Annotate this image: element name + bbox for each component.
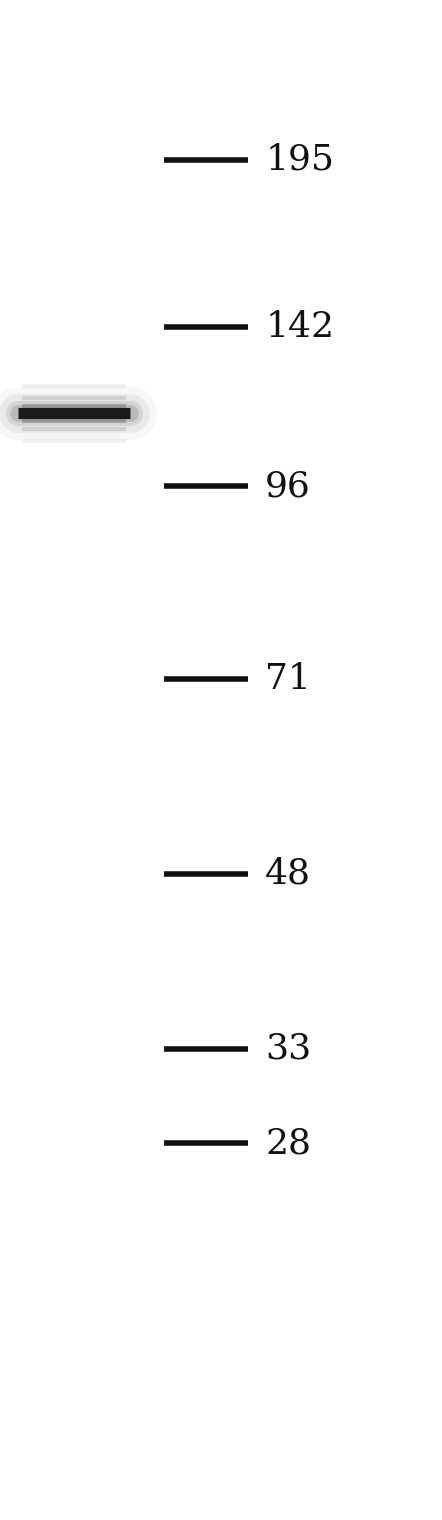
Text: 142: 142 — [265, 310, 334, 344]
Text: 96: 96 — [265, 470, 311, 503]
Text: 195: 195 — [265, 143, 334, 176]
Text: 48: 48 — [265, 857, 311, 891]
Text: 28: 28 — [265, 1126, 311, 1160]
Text: 71: 71 — [265, 663, 311, 696]
Text: 33: 33 — [265, 1032, 312, 1066]
